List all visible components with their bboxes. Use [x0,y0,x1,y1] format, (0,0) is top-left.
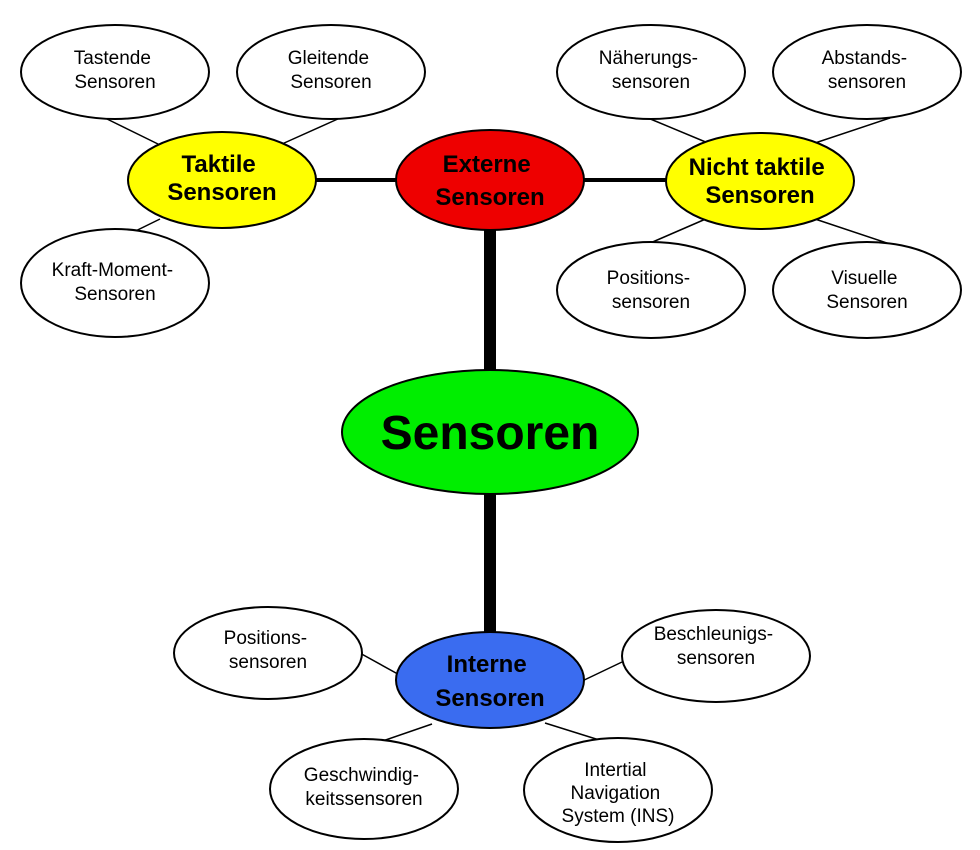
leaf-kraft-moment: Kraft-Moment- Sensoren [20,228,210,338]
svg-text:Externe Sensoren: Externe Sensoren [435,151,544,211]
label-line: Sensoren [435,184,544,211]
leaf-naeherung: Näherungs- sensoren [556,24,746,120]
leaf-visuell: Visuelle Sensoren [772,241,962,339]
svg-text:Tastende Sensoren: Tastende Sensoren [74,48,156,93]
label-line: Sensoren [435,685,544,712]
svg-text:Geschwindig- keitssensor: Geschwindig- keitssensoren [304,765,424,810]
leaf-ins: Intertial Navigation System (INS) [523,737,713,843]
edge-tactile-tastende [104,117,161,146]
label-line: Intertial [584,760,646,781]
label-line: keitssensoren [305,789,422,810]
edge-nontactile-abstand [811,117,891,145]
leaf-tastende: Tastende Sensoren [20,24,210,120]
label-line: Interne [447,651,527,678]
node-nontactile-sensors: Nicht taktile Sensoren [665,132,855,230]
label-line: System (INS) [562,806,675,827]
svg-text:Näherungs- sensoren: Näherungs- sensoren [599,48,704,93]
edge-nontactile-naeherung [647,117,709,144]
svg-text:Positions- sensoren: Positions- sensoren [224,628,313,673]
label-line: sensoren [612,72,690,93]
edge-tactile-gleitende [281,117,341,145]
svg-text:Kraft-Moment- Sensoren: Kraft-Moment- Sensoren [52,260,179,305]
label-line: Kraft-Moment- [52,260,173,281]
label-line: Positions- [224,628,307,649]
label-line: Abstands- [822,48,908,69]
root-title: Sensoren [381,407,600,460]
label-line: Visuelle [831,268,897,289]
label-line: Beschleunigs- [654,624,773,645]
svg-text:Sensoren: Sensoren [381,407,600,460]
label-line: Nicht taktile [689,154,825,181]
node-root-sensors: Sensoren [341,369,639,495]
label-line: Navigation [570,783,660,804]
label-line: Positions- [607,268,690,289]
label-line: sensoren [229,652,307,673]
edge-nontactile-position [647,217,709,245]
svg-text:Gleitende Sensoren: Gleitende Sensoren [288,48,375,93]
leaf-position-internal: Positions- sensoren [173,606,363,700]
label-line: Gleitende [288,48,369,69]
leaf-beschleunigung: Beschleunigs- sensoren [621,609,811,703]
connectors [104,117,891,747]
label-line: sensoren [828,72,906,93]
svg-text:Abstands- sensoren: Abstands- sensoren [822,48,913,93]
svg-text:Visuelle Sensoren: Visuelle Sensoren [826,268,907,313]
node-external-sensors: Externe Sensoren [395,129,585,231]
label-line: Sensoren [826,292,907,313]
svg-text:Beschleunigs- sensoren: Beschleunigs- sensoren [654,624,779,669]
label-line: Sensoren [74,284,155,305]
leaf-geschwindigkeit: Geschwindig- keitssensoren [269,738,459,840]
label-line: Näherungs- [599,48,698,69]
label-line: Geschwindig- [304,765,419,786]
label-line: Externe [443,151,531,178]
leaf-abstand: Abstands- sensoren [772,24,962,120]
label-line: Taktile [182,151,256,178]
leaf-position-external: Positions- sensoren [556,241,746,339]
svg-text:Positions- sensoren: Positions- sensoren [607,268,696,313]
label-line: Tastende [74,48,151,69]
label-line: Sensoren [167,179,276,206]
node-tactile-sensors: Taktile Sensoren [127,131,317,229]
svg-text:Taktile Sensoren: Taktile Sensoren [167,151,276,206]
label-line: sensoren [612,292,690,313]
node-internal-sensors: Interne Sensoren [395,631,585,729]
edge-nontactile-visuell [811,217,891,245]
label-line: Sensoren [74,72,155,93]
label-line: Sensoren [705,182,814,209]
svg-text:Intertial Navigation: Intertial Navigation System (INS) [562,760,675,827]
label-line: sensoren [677,648,755,669]
svg-text:Interne Sensoren: Interne Sensoren [435,651,544,712]
edge-internal-beschleunigung [577,661,623,684]
label-line: Sensoren [290,72,371,93]
svg-text:Nicht taktile Sensoren: Nicht taktile Sensoren [689,154,832,209]
leaf-gleitende: Gleitende Sensoren [236,24,426,120]
